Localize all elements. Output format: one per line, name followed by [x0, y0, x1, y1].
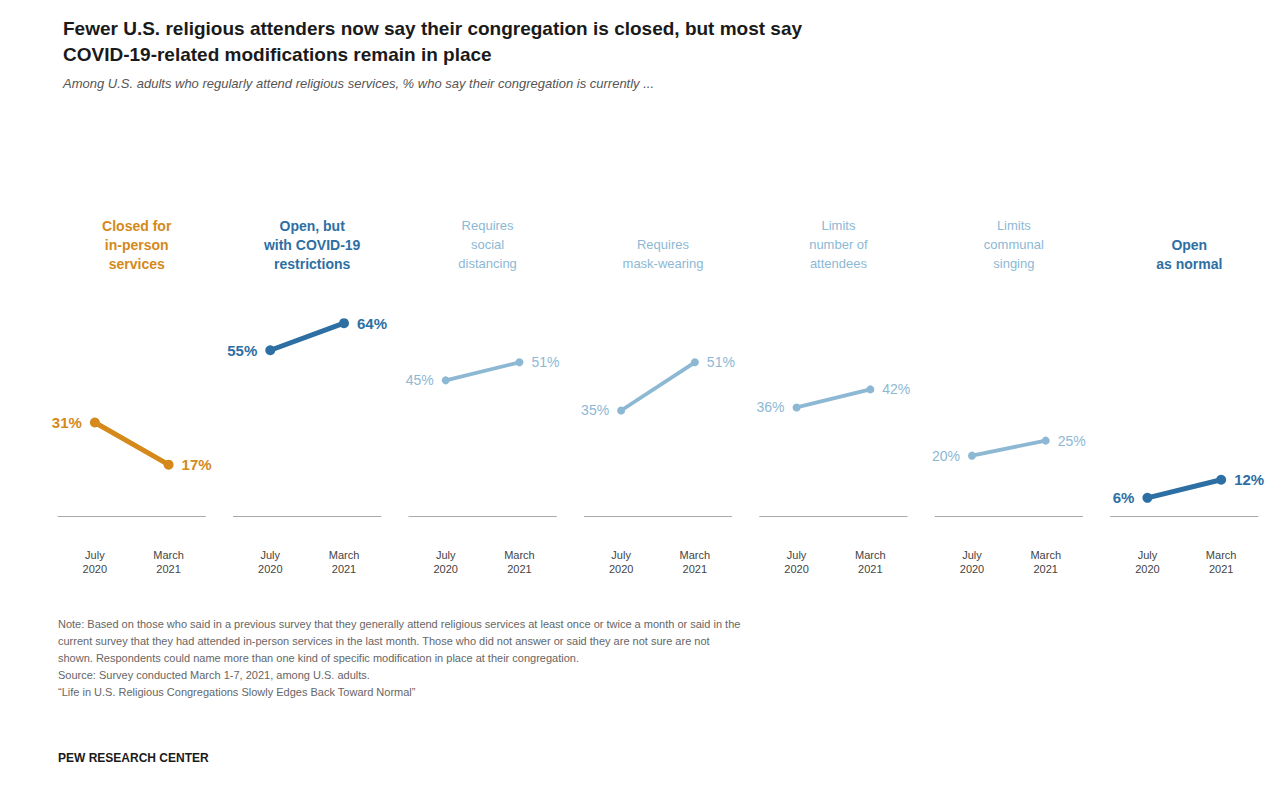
- svg-text:12%: 12%: [1234, 471, 1264, 488]
- svg-text:2020: 2020: [433, 563, 457, 575]
- svg-text:51%: 51%: [707, 354, 735, 370]
- svg-text:March: March: [329, 549, 360, 561]
- svg-text:42%: 42%: [882, 381, 910, 397]
- svg-text:March: March: [1030, 549, 1061, 561]
- svg-text:March: March: [153, 549, 184, 561]
- svg-text:July: July: [261, 549, 281, 561]
- svg-text:51%: 51%: [531, 354, 559, 370]
- svg-text:July: July: [787, 549, 807, 561]
- svg-text:Among U.S. adults who regularl: Among U.S. adults who regularly attend r…: [62, 76, 654, 91]
- svg-text:2021: 2021: [507, 563, 531, 575]
- svg-text:“Life in U.S. Religious Congre: “Life in U.S. Religious Congregations Sl…: [58, 686, 416, 698]
- svg-text:attendees: attendees: [810, 256, 868, 271]
- svg-text:July: July: [436, 549, 456, 561]
- svg-text:July: July: [962, 549, 982, 561]
- svg-text:Closed for: Closed for: [102, 218, 172, 234]
- svg-text:2020: 2020: [609, 563, 633, 575]
- svg-text:2020: 2020: [1135, 563, 1159, 575]
- svg-text:20%: 20%: [932, 448, 960, 464]
- svg-text:March: March: [504, 549, 535, 561]
- svg-text:as normal: as normal: [1156, 256, 1222, 272]
- svg-text:March: March: [1206, 549, 1237, 561]
- svg-text:July: July: [85, 549, 105, 561]
- svg-text:Open: Open: [1171, 237, 1207, 253]
- svg-text:2021: 2021: [156, 563, 180, 575]
- svg-text:2020: 2020: [83, 563, 107, 575]
- svg-text:restrictions: restrictions: [274, 256, 350, 272]
- svg-text:Open, but: Open, but: [279, 218, 345, 234]
- svg-text:2021: 2021: [1209, 563, 1233, 575]
- svg-text:45%: 45%: [406, 372, 434, 388]
- svg-text:6%: 6%: [1113, 489, 1135, 506]
- svg-text:31%: 31%: [52, 414, 82, 431]
- svg-text:Note: Based on those who said: Note: Based on those who said in a previ…: [58, 618, 740, 630]
- svg-text:64%: 64%: [357, 315, 387, 332]
- svg-text:Fewer U.S. religious attenders: Fewer U.S. religious attenders now say t…: [63, 18, 803, 39]
- svg-text:2021: 2021: [858, 563, 882, 575]
- svg-text:mask-wearing: mask-wearing: [623, 256, 704, 271]
- svg-text:17%: 17%: [182, 456, 212, 473]
- svg-text:2020: 2020: [784, 563, 808, 575]
- svg-text:communal: communal: [984, 237, 1044, 252]
- svg-text:social: social: [471, 237, 504, 252]
- svg-text:singing: singing: [993, 256, 1034, 271]
- svg-text:distancing: distancing: [458, 256, 517, 271]
- svg-text:number of: number of: [809, 237, 868, 252]
- svg-text:Requires: Requires: [637, 237, 690, 252]
- svg-text:shown. Respondents could name: shown. Respondents could name more than …: [58, 652, 579, 664]
- svg-text:Limits: Limits: [821, 218, 855, 233]
- svg-text:55%: 55%: [227, 342, 257, 359]
- svg-text:2020: 2020: [960, 563, 984, 575]
- svg-text:PEW RESEARCH CENTER: PEW RESEARCH CENTER: [58, 751, 209, 765]
- svg-text:March: March: [855, 549, 886, 561]
- svg-text:Limits: Limits: [997, 218, 1031, 233]
- svg-text:2021: 2021: [332, 563, 356, 575]
- svg-text:March: March: [680, 549, 711, 561]
- svg-text:2021: 2021: [1033, 563, 1057, 575]
- svg-text:with COVID-19: with COVID-19: [263, 237, 361, 253]
- svg-text:July: July: [1138, 549, 1158, 561]
- svg-text:Requires: Requires: [462, 218, 515, 233]
- svg-text:2020: 2020: [258, 563, 282, 575]
- svg-text:current survey that they had a: current survey that they had attended in…: [58, 635, 710, 647]
- svg-text:2021: 2021: [683, 563, 707, 575]
- svg-text:COVID-19-related modifications: COVID-19-related modifications remain in…: [63, 44, 492, 65]
- svg-text:July: July: [611, 549, 631, 561]
- svg-text:services: services: [109, 256, 165, 272]
- svg-text:Source: Survey conducted March: Source: Survey conducted March 1-7, 2021…: [58, 669, 370, 681]
- svg-text:in-person: in-person: [105, 237, 169, 253]
- svg-text:36%: 36%: [757, 399, 785, 415]
- svg-text:35%: 35%: [581, 402, 609, 418]
- svg-text:25%: 25%: [1058, 433, 1086, 449]
